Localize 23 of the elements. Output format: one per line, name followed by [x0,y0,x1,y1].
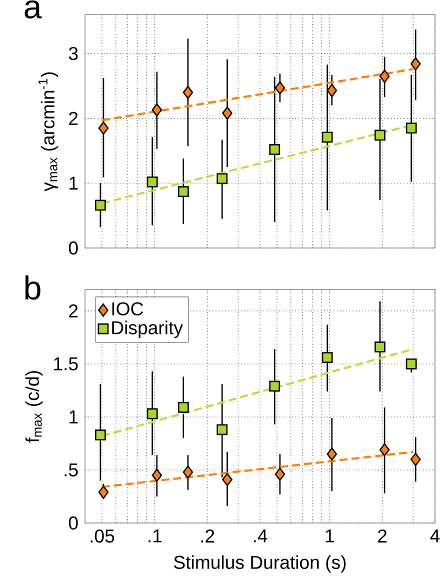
x-axis-title: Stimulus Duration (s) [174,555,346,573]
y-tick-label: 2 [69,112,78,125]
y-tick-label: 1 [70,410,78,424]
y-tick-label: 0 [68,516,78,530]
x-tick-label: 4 [430,529,440,542]
y-tick-label: 0 [68,241,78,255]
x-tick-label: .05 [90,529,114,543]
y-axis-title: γ$_{max}$ (arcmin$^{-1}$) [38,72,58,192]
y-axis-title: f$_{max}$ (c/d) [25,371,43,442]
x-tick-label: 2 [378,529,387,542]
chart-title: b [25,275,40,300]
y-tick-label: 1.5 [54,357,78,370]
x-tick-label: .2 [201,529,214,542]
y-tick-label: 3 [68,46,78,60]
x-tick-label: .4 [254,529,268,542]
x-tick-label: 1 [326,529,334,542]
y-tick-label: 2 [69,304,78,318]
y-tick-label: .5 [64,463,78,476]
legend-label: Disparity [112,320,183,338]
x-tick-label: .1 [148,529,162,542]
chart-title: a [24,0,42,19]
legend-label: IOC [112,302,144,316]
y-tick-label: 1 [70,176,78,190]
